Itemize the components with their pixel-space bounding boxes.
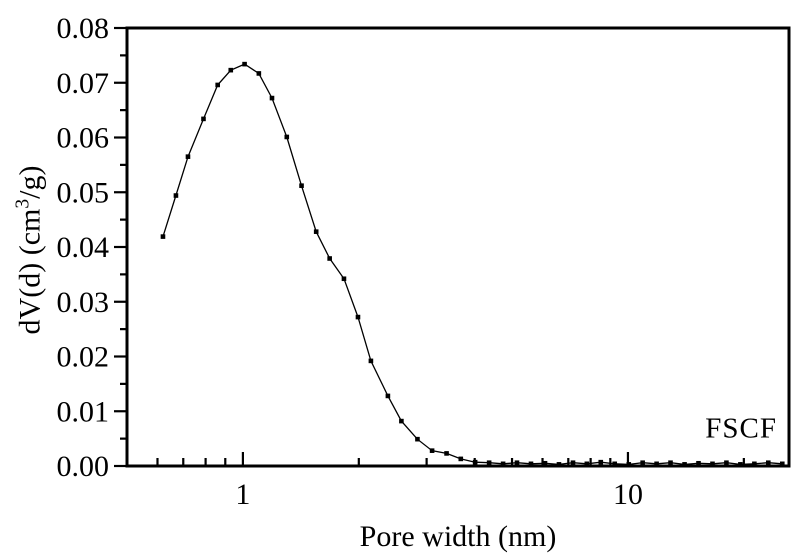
data-point-marker <box>472 459 478 465</box>
data-point-marker <box>185 154 191 159</box>
y-tick-label: 0.04 <box>57 231 110 264</box>
y-tick-label: 0.05 <box>57 176 110 209</box>
data-point-marker <box>256 71 262 76</box>
data-point-marker <box>752 461 757 467</box>
y-axis-title-suffix: /g) <box>13 165 47 199</box>
data-point-marker <box>269 95 275 101</box>
data-point-marker <box>368 358 374 364</box>
data-point-marker <box>654 461 659 467</box>
data-point-marker <box>598 459 604 465</box>
data-point-marker <box>542 460 548 466</box>
y-axis-title: dV(d) (cm3/g) <box>13 166 48 335</box>
y-tick-label: 0.08 <box>57 12 110 45</box>
plot-frame <box>125 26 791 468</box>
data-point-marker <box>724 460 729 466</box>
data-point-marker <box>399 418 404 424</box>
y-axis-title-text: dV(d) (cm <box>13 208 47 335</box>
data-point-marker <box>313 229 319 234</box>
data-point-marker <box>710 461 715 467</box>
data-point-marker <box>355 314 361 320</box>
x-axis-title: Pore width (nm) <box>359 520 557 553</box>
data-point-marker <box>415 436 420 442</box>
data-point-marker <box>242 61 247 67</box>
data-point-marker <box>682 462 687 467</box>
y-tick-label: 0.02 <box>57 341 110 374</box>
data-point-marker <box>284 134 290 140</box>
data-point-marker <box>385 393 391 399</box>
x-tick-label: 1 <box>235 478 250 511</box>
x-tick-label: 10 <box>613 478 643 511</box>
y-tick-label: 0.03 <box>57 286 110 319</box>
data-point-marker <box>696 460 701 466</box>
y-tick-label: 0.00 <box>57 450 110 483</box>
y-tick-label: 0.01 <box>57 395 110 428</box>
data-point-marker <box>766 460 771 466</box>
y-tick-label: 0.07 <box>57 67 110 100</box>
data-point-marker <box>514 460 520 466</box>
data-point-marker <box>668 460 673 466</box>
data-point-marker <box>160 234 166 239</box>
data-point-marker <box>341 276 347 282</box>
data-point-marker <box>584 461 590 467</box>
sample-label: FSCF <box>705 412 777 445</box>
data-point-marker <box>215 82 220 88</box>
data-point-marker <box>612 461 618 467</box>
data-point-marker <box>500 461 506 467</box>
data-point-marker <box>201 116 206 122</box>
data-point-marker <box>556 462 562 467</box>
data-point-marker <box>444 451 449 456</box>
data-point-marker <box>327 256 332 261</box>
y-tick-label: 0.06 <box>57 122 110 155</box>
data-point-marker <box>458 456 464 462</box>
data-point-marker <box>528 461 534 467</box>
data-line <box>162 63 783 466</box>
data-point-marker <box>570 460 576 466</box>
data-point-marker <box>429 448 435 453</box>
data-point-marker <box>779 461 785 467</box>
data-point-marker <box>486 460 492 466</box>
data-point-marker <box>299 183 304 188</box>
data-point-marker <box>228 67 234 73</box>
data-point-marker <box>173 193 179 198</box>
data-point-marker <box>640 460 645 466</box>
data-point-marker <box>738 462 743 467</box>
y-axis-title-superscript: 3 <box>12 198 34 209</box>
data-point-marker <box>626 462 632 467</box>
